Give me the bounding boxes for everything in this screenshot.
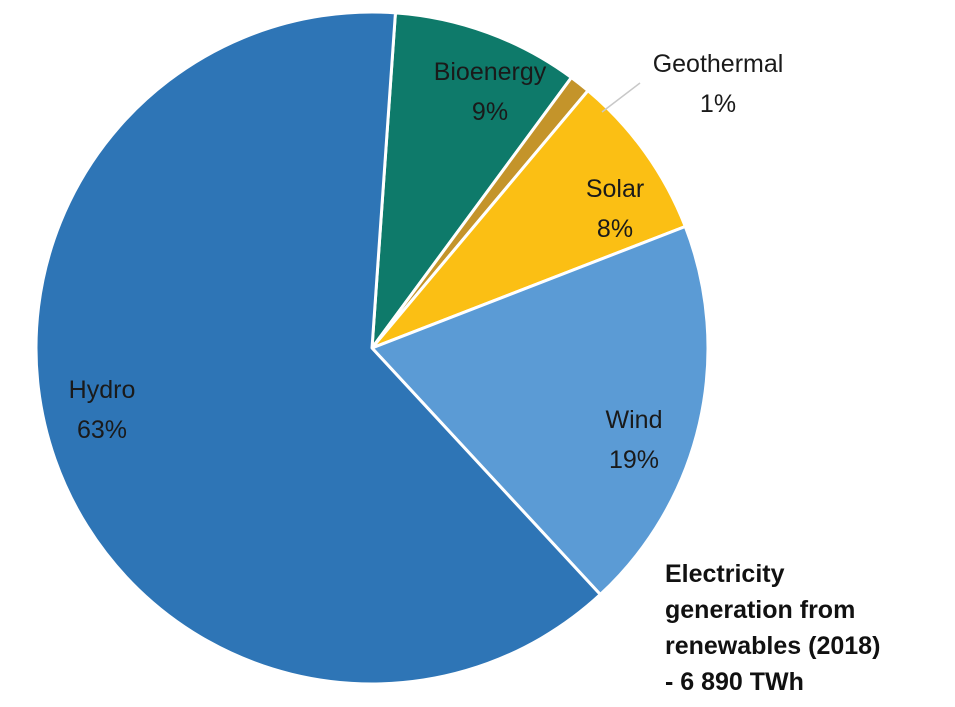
- caption-line-3: renewables (2018): [665, 632, 881, 660]
- caption-line-1: Electricity: [665, 560, 785, 588]
- slice-value-label-geothermal: 1%: [700, 90, 736, 118]
- slice-category-label-hydro: Hydro: [69, 376, 136, 404]
- caption-line-2: generation from: [665, 596, 856, 624]
- slice-category-label-geothermal: Geothermal: [653, 50, 784, 78]
- pie-slice-bioenergy: [370, 11, 573, 350]
- slice-value-label-wind: 19%: [609, 446, 659, 474]
- caption-line-4: - 6 890 TWh: [665, 668, 804, 696]
- pie-slice-hydro: [34, 10, 602, 686]
- pie-slice-wind: [370, 224, 710, 597]
- slice-category-label-bioenergy: Bioenergy: [434, 58, 547, 86]
- pie-slice-solar: [370, 89, 687, 350]
- slice-value-label-solar: 8%: [597, 215, 633, 243]
- slice-value-label-bioenergy: 9%: [472, 98, 508, 126]
- slice-category-label-wind: Wind: [606, 406, 663, 434]
- slice-category-label-solar: Solar: [586, 175, 644, 203]
- chart-caption: Electricity generation from renewables (…: [665, 556, 950, 700]
- leader-line-geothermal: [601, 82, 641, 113]
- slice-value-label-hydro: 63%: [77, 416, 127, 444]
